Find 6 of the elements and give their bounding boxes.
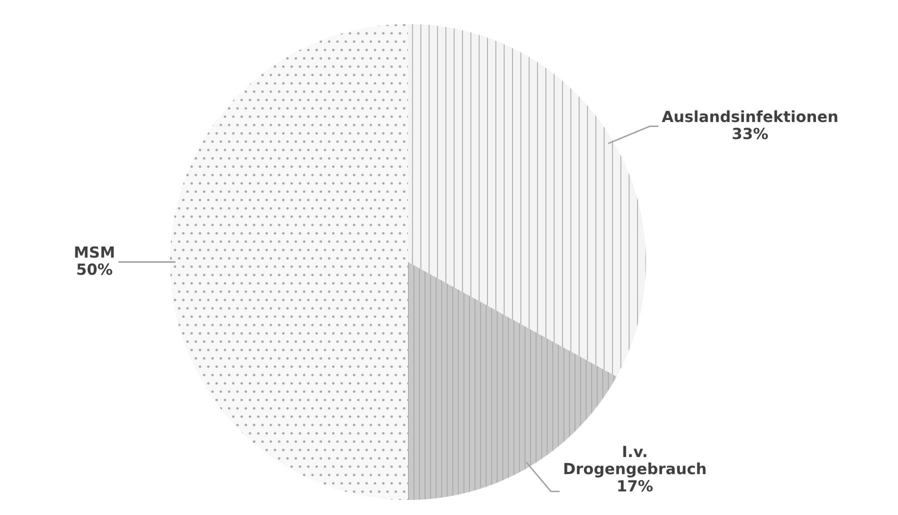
data-label: 33% xyxy=(732,128,768,140)
data-label: 50% xyxy=(77,263,112,275)
slice-label: Auslandsinfektionen xyxy=(662,110,838,122)
slice-label: I.v. Drogengebrauch xyxy=(564,446,706,478)
data-label: 17% xyxy=(618,480,653,492)
slice-label: MSM xyxy=(75,246,114,258)
